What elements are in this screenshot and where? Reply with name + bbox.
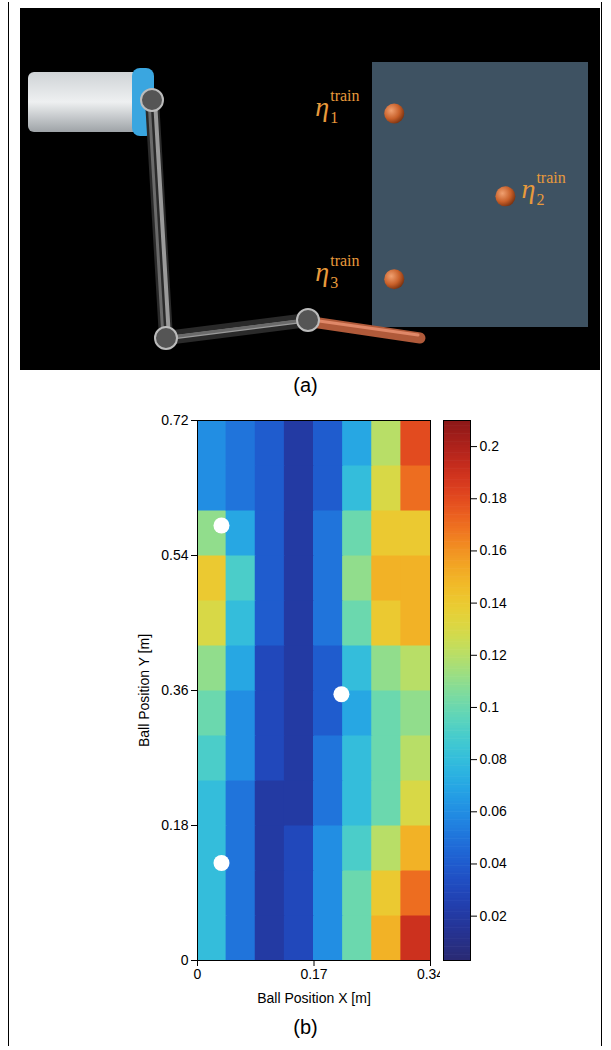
svg-text:0.02: 0.02 — [480, 908, 507, 924]
svg-text:η: η — [315, 91, 329, 122]
svg-text:0.72: 0.72 — [161, 412, 188, 428]
svg-text:0.04: 0.04 — [480, 855, 507, 871]
svg-text:Ball Position Y [m]: Ball Position Y [m] — [136, 634, 152, 747]
svg-text:0: 0 — [181, 952, 189, 968]
svg-text:train: train — [536, 169, 565, 186]
svg-text:3: 3 — [330, 274, 338, 291]
svg-text:2: 2 — [536, 191, 544, 208]
svg-text:Ball Position X [m]: Ball Position X [m] — [257, 990, 371, 1006]
html-text:(b): (b) — [293, 1016, 318, 1038]
svg-text:0.14: 0.14 — [480, 595, 507, 611]
svg-text:0.06: 0.06 — [480, 803, 507, 819]
html-text:(a): (a) — [293, 374, 318, 396]
svg-text:train: train — [330, 87, 359, 104]
svg-text:0.54: 0.54 — [161, 547, 188, 563]
svg-text:η: η — [521, 173, 535, 204]
svg-text:0: 0 — [194, 966, 202, 982]
svg-text:0.36: 0.36 — [161, 682, 188, 698]
svg-text:0.16: 0.16 — [480, 542, 507, 558]
svg-text:η: η — [315, 256, 329, 287]
svg-text:train: train — [330, 252, 359, 269]
svg-text:0.18: 0.18 — [480, 490, 507, 506]
svg-text:0.17: 0.17 — [300, 966, 327, 982]
svg-text:0.18: 0.18 — [161, 817, 188, 833]
svg-text:0.12: 0.12 — [480, 647, 507, 663]
svg-text:1: 1 — [330, 109, 338, 126]
svg-text:0.2: 0.2 — [480, 438, 500, 454]
svg-text:0.1: 0.1 — [480, 699, 500, 715]
svg-text:0.08: 0.08 — [480, 751, 507, 767]
svg-text:0.34: 0.34 — [417, 966, 440, 982]
